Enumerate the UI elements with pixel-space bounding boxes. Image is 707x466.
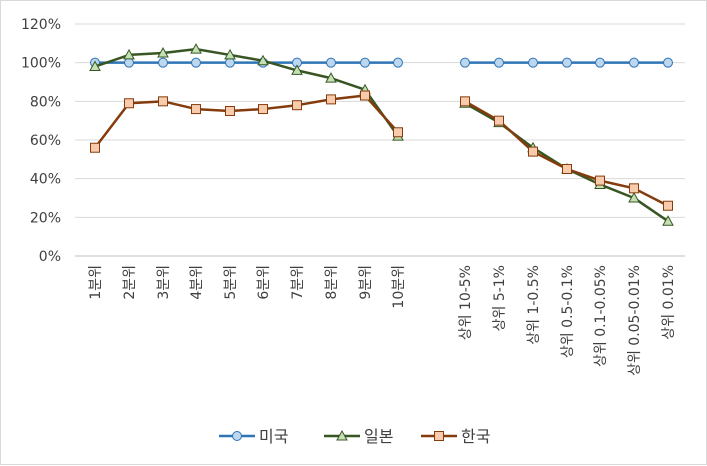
x-tick-label: 상위 0.5-0.1%: [560, 265, 576, 358]
gridlines: [75, 23, 685, 257]
data-point: [595, 175, 605, 186]
data-point: [393, 57, 403, 68]
data-point: [224, 48, 236, 60]
x-tick-label: 10분위: [391, 265, 407, 309]
data-point: [225, 57, 235, 68]
data-point: [90, 142, 100, 153]
x-tick-label: 상위 1-0.5%: [526, 265, 542, 345]
data-point: [257, 54, 269, 66]
data-point: [528, 146, 538, 157]
data-point: [124, 98, 134, 109]
data-point: [629, 183, 639, 194]
legend-entry: 일본: [324, 427, 393, 446]
x-tick-label: 2분위: [122, 265, 138, 300]
y-tick-label: 60%: [30, 133, 61, 149]
y-tick-label: 20%: [30, 210, 61, 226]
y-tick-label: 40%: [30, 172, 61, 188]
data-point: [123, 48, 135, 60]
data-point: [157, 46, 169, 58]
data-point: [225, 106, 235, 116]
x-tick-label: 상위 5-1%: [492, 265, 508, 331]
x-tick-label: 상위 0.1-0.05%: [593, 265, 609, 367]
legend-marker: [336, 429, 348, 441]
data-point: [326, 57, 336, 68]
data-point: [595, 57, 605, 68]
x-tick-label: 5분위: [223, 265, 239, 300]
data-point: [528, 57, 538, 68]
data-point: [360, 90, 370, 101]
data-point: [562, 57, 572, 68]
x-tick-label: 상위 10-5%: [458, 265, 474, 340]
data-point: [494, 115, 504, 126]
x-tick-label: 상위 0.05-0.01%: [627, 265, 643, 376]
x-tick-label: 6분위: [256, 265, 272, 300]
data-point: [258, 104, 268, 115]
data-point: [191, 57, 201, 68]
data-point: [158, 57, 168, 68]
data-point: [158, 96, 168, 107]
data-point: [190, 43, 202, 54]
y-tick-label: 120%: [21, 17, 61, 33]
x-tick-label: 9분위: [358, 265, 374, 300]
legend-label: 일본: [364, 427, 393, 446]
data-point: [124, 57, 134, 68]
legend: 미국 일본 한국: [219, 427, 490, 446]
legend-entry: 미국: [219, 427, 288, 446]
y-axis-ticks: 0% 20% 40% 60% 80% 100% 120%: [21, 17, 61, 265]
data-point: [393, 127, 403, 138]
x-tick-label: 상위 0.01%: [661, 265, 677, 340]
data-point: [89, 60, 101, 72]
series-line: [94, 47, 400, 137]
data-point: [629, 57, 639, 68]
data-point: [460, 57, 470, 68]
y-tick-label: 100%: [21, 56, 61, 72]
data-point: [191, 104, 201, 115]
series-lines: [89, 43, 674, 226]
data-point: [494, 57, 504, 68]
data-point: [292, 100, 302, 111]
data-point: [662, 215, 674, 226]
x-tick-label: 8분위: [324, 265, 340, 300]
data-point: [291, 64, 303, 75]
legend-label: 미국: [259, 427, 288, 446]
data-point: [663, 57, 673, 68]
data-point: [562, 164, 572, 174]
data-point: [360, 57, 370, 68]
data-point: [325, 72, 337, 83]
x-axis-ticks: 1분위 2분위 3분위 4분위 5분위 6분위 7분위 8분위 9분위 10분위 상위 10-5% 상…: [88, 265, 677, 376]
x-tick-label: 1분위: [88, 265, 104, 300]
legend-entry: 한국: [421, 427, 490, 446]
data-point: [326, 94, 336, 105]
x-tick-label: 7분위: [290, 265, 306, 300]
series-2: [90, 90, 673, 211]
legend-label: 한국: [461, 427, 490, 446]
series-line: [94, 94, 399, 149]
data-point: [628, 191, 640, 203]
series-0: [90, 57, 673, 68]
x-tick-label: 4분위: [189, 265, 205, 300]
x-tick-label: 3분위: [156, 265, 172, 300]
legend-marker: [434, 431, 444, 441]
data-point: [663, 200, 673, 211]
y-tick-label: 80%: [30, 94, 61, 110]
y-tick-label: 0%: [39, 249, 61, 265]
legend-marker: [232, 431, 242, 441]
data-point: [460, 96, 470, 107]
series-1: [89, 43, 674, 226]
